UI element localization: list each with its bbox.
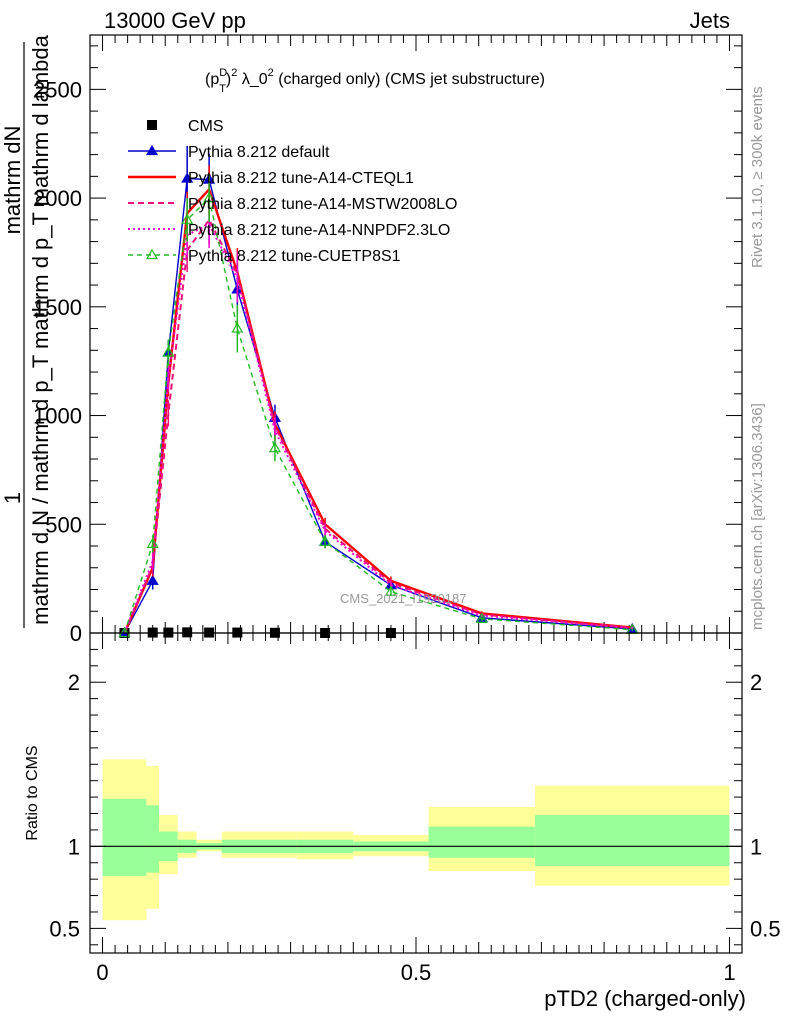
marker-cuetp8s1 [146, 537, 159, 548]
header-category-label: Jets [690, 8, 730, 33]
x-axis-label: pTD2 (charged-only) [544, 986, 746, 1011]
main-ytick-label: 2000 [33, 186, 82, 211]
legend-marker-cuetp8s1 [145, 248, 159, 260]
ratio-ytick-label-left: 2 [68, 670, 80, 695]
legend-swatch-cms [147, 120, 157, 130]
ratio-ytick-label-right: 2 [750, 670, 762, 695]
cms-data-point [182, 627, 193, 638]
main-ytick-label: 2500 [33, 77, 82, 102]
plot-title-lambda: λ_0 [237, 71, 267, 88]
marker-default [181, 172, 194, 183]
analysis-watermark: CMS_2021_I1920187 [340, 591, 467, 606]
marker-cuetp8s1 [319, 535, 332, 546]
marker-cuetp8s1 [231, 322, 244, 333]
main-ytick-label: 500 [45, 512, 82, 537]
ratio-band-inner [428, 826, 536, 858]
mcplots-label: mcplots.cern.ch [arXiv:1306.3436] [749, 403, 766, 630]
main-ylabel: 1 mathrm dN mathrm d N / mathrm d p_T ma… [0, 34, 53, 628]
legend-label-a14_mstw: Pythia 8.212 tune-A14-MSTW2008LO [188, 196, 457, 213]
ratio-bands [90, 759, 742, 921]
marker-cuetp8s1 [118, 626, 131, 638]
legend-entry-a14_mstw: Pythia 8.212 tune-A14-MSTW2008LO [128, 196, 457, 213]
ratio-ytick-label-left: 0.5 [49, 916, 80, 941]
marker-cuetp8s1 [162, 346, 175, 357]
ratio-ytick-label-right: 0.5 [750, 916, 781, 941]
series-line-default [123, 177, 633, 634]
plot-title-sup1: D [219, 67, 227, 79]
ratio-band-inner [535, 815, 730, 867]
ratio-ytick-label-right: 1 [750, 834, 762, 859]
marker-cuetp8s1 [203, 191, 216, 203]
ylabel-dN: mathrm dN [0, 126, 25, 235]
rivet-version-label: Rivet 3.1.10, ≥ 300k events [749, 86, 766, 268]
header-energy-label: 13000 GeV pp [104, 8, 246, 33]
ylabel-denominator: mathrm d N / mathrm d p_T mathrm d p_T m… [28, 34, 53, 624]
legend-marker-default [145, 144, 159, 156]
main-ytick-label: 1500 [33, 295, 82, 320]
ylabel-numerator-one: 1 [0, 492, 25, 504]
plot-title-prefix: (p [205, 71, 219, 88]
series-line-a14_nnpdf [123, 222, 633, 634]
legend-label-default: Pythia 8.212 default [188, 144, 330, 161]
marker-cuetp8s1 [384, 585, 397, 596]
marker-cuetp8s1 [475, 612, 488, 623]
ratio-ylabel: Ratio to CMS [24, 745, 41, 840]
plot-title-sup3: 2 [268, 67, 274, 79]
plot-title-suffix: (charged only) (CMS jet substructure) [274, 71, 545, 88]
ratio-band-inner [102, 798, 147, 876]
ratio-panel: 0.5 0.5 1 1 2 2 0 0.5 1 Ratio to CMS pTD2 (charg… [24, 632, 781, 1011]
legend-entry-a14_nnpdf: Pythia 8.212 tune-A14-NNPDF2.3LO [128, 222, 450, 239]
series-line-a14_mstw [123, 217, 633, 634]
main-axis-ticks: 0 500 1000 1500 2000 2500 [33, 35, 742, 646]
main-series-group [118, 145, 639, 638]
ratio-axis-ticks: 0.5 0.5 1 1 2 2 0 0.5 1 [49, 633, 781, 985]
marker-default [146, 574, 159, 585]
ratio-xtick-label: 1 [723, 960, 735, 985]
plot-title-mid: ) [226, 71, 231, 88]
main-panel: 0 500 1000 1500 2000 2500 CMS_2021_I1920187 (… [33, 34, 743, 646]
legend-label-a14_cteql1: Pythia 8.212 tune-A14-CTEQL1 [188, 170, 414, 187]
legend-entry-a14_cteql1: Pythia 8.212 tune-A14-CTEQL1 [128, 170, 414, 187]
series-line-cuetp8s1 [123, 196, 633, 634]
main-ytick-label: 1000 [33, 404, 82, 429]
ratio-xtick-label: 0 [96, 960, 108, 985]
main-ytick-label: 0 [70, 621, 82, 646]
marker-cuetp8s1 [268, 441, 281, 453]
legend: CMS Pythia 8.212 default Pythia 8.212 tune… [128, 118, 457, 265]
ratio-band-inner [146, 805, 159, 873]
legend-label-cms: CMS [188, 118, 224, 135]
ratio-xtick-label: 0.5 [401, 960, 432, 985]
ratio-ytick-label-left: 1 [68, 834, 80, 859]
legend-entry-cuetp8s1: Pythia 8.212 tune-CUETP8S1 [128, 248, 401, 265]
legend-entry-default: Pythia 8.212 default [128, 144, 330, 161]
plot-title-sup2: 2 [231, 67, 237, 79]
plot-title-sub1: T [219, 83, 226, 95]
plot-title: (pD T)2 λ_02 (charged only) (CMS jet subs… [205, 67, 545, 95]
legend-entry-cms: CMS [147, 118, 224, 135]
legend-label-a14_nnpdf: Pythia 8.212 tune-A14-NNPDF2.3LO [188, 222, 450, 239]
legend-label-cuetp8s1: Pythia 8.212 tune-CUETP8S1 [188, 248, 401, 265]
marker-cuetp8s1 [181, 213, 194, 224]
